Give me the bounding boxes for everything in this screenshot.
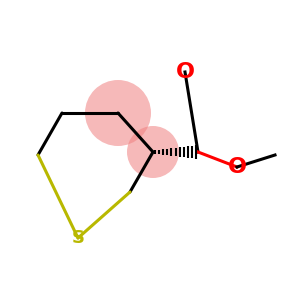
- Text: O: O: [176, 62, 194, 82]
- Circle shape: [127, 126, 179, 178]
- Text: O: O: [227, 157, 247, 177]
- Text: S: S: [71, 229, 85, 247]
- Circle shape: [85, 80, 151, 146]
